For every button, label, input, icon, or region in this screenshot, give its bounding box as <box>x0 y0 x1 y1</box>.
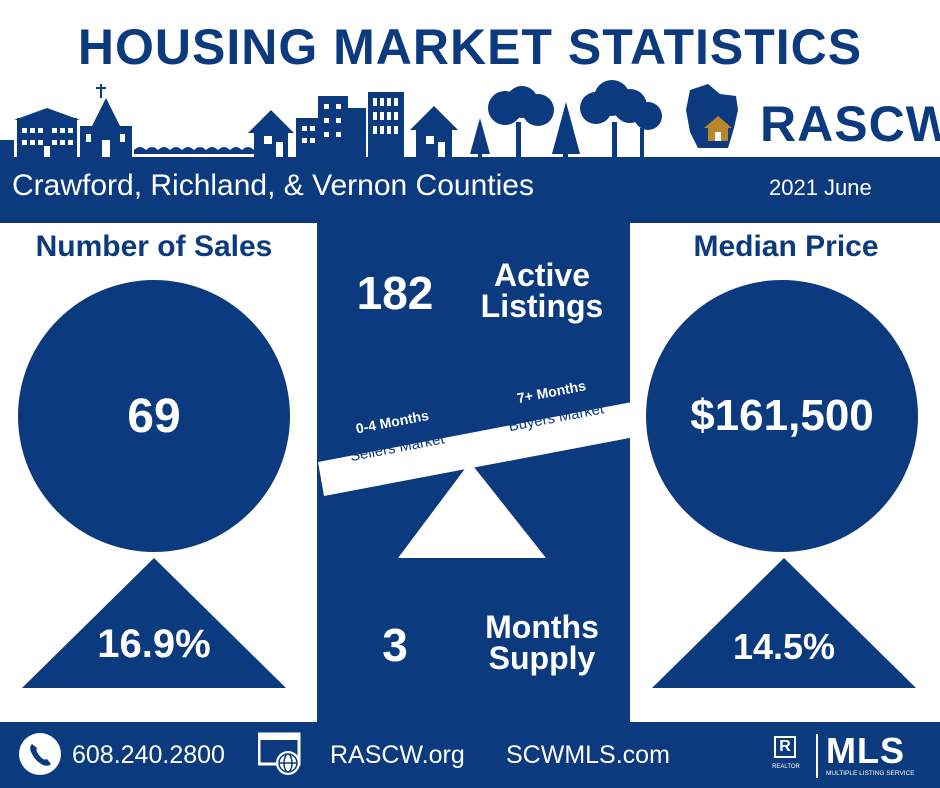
sales-change-value: 16.9% <box>97 622 211 666</box>
sales-value: 69 <box>127 389 181 443</box>
realtor-tagline: REALTOR <box>772 764 800 770</box>
months-supply-label-line1: Months <box>485 609 599 645</box>
median-price-circle: $161,500 <box>646 280 918 552</box>
page-title: HOUSING MARKET STATISTICS <box>77 19 863 75</box>
realtor-r-icon: R REALTOR <box>772 736 800 776</box>
active-listings-value: 182 <box>356 267 434 319</box>
months-supply-value: 3 <box>382 619 408 671</box>
sales-circle: 69 <box>18 280 290 552</box>
footer-phone[interactable]: 608.240.2800 <box>72 741 225 769</box>
report-period: 2021 June <box>769 175 872 200</box>
mls-tagline: MULTIPLE LISTING SERVICE <box>826 770 915 777</box>
median-price-value: $161,500 <box>690 391 874 440</box>
region-name: Crawford, Richland, & Vernon Counties <box>12 169 534 202</box>
months-supply-label: Months Supply <box>462 609 622 676</box>
months-supply-label-line2: Supply <box>488 640 596 676</box>
active-listings-label-line1: Active <box>493 257 591 293</box>
sales-change-triangle <box>22 558 286 688</box>
skyline-illustration <box>0 80 738 158</box>
phone-icon <box>19 733 61 775</box>
web-globe-icon <box>258 732 301 775</box>
median-price-label: Median Price <box>693 230 879 263</box>
footer-site-scwmls[interactable]: SCWMLS.com <box>506 741 670 769</box>
brand-logo-text: RASCW <box>760 96 940 152</box>
active-listings-label: Active Listings <box>462 257 622 324</box>
region-bar <box>0 157 940 223</box>
median-price-change-value: 14.5% <box>732 626 836 667</box>
footer-bar <box>0 722 940 788</box>
active-listings-label-line2: Listings <box>480 288 604 324</box>
footer-site-rascw[interactable]: RASCW.org <box>330 741 465 769</box>
sales-label: Number of Sales <box>35 230 273 263</box>
median-price-change-triangle <box>652 558 916 688</box>
footer-divider <box>816 734 818 778</box>
mls-logo: MLS <box>826 730 905 771</box>
